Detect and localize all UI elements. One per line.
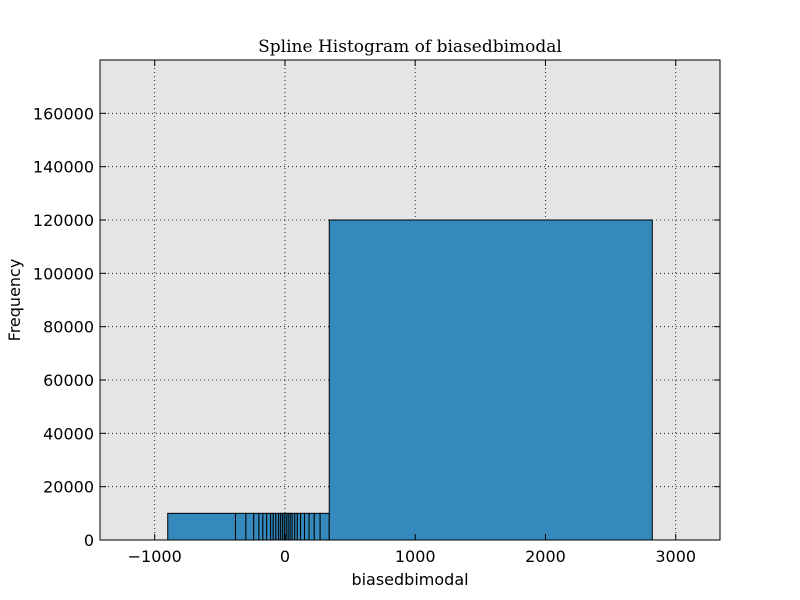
histogram-bar xyxy=(303,512,310,541)
x-tick-label: 1000 xyxy=(395,547,436,566)
x-tick-label: 3000 xyxy=(655,547,696,566)
histogram-bar xyxy=(167,512,236,541)
y-tick-label: 40000 xyxy=(43,424,94,443)
y-tick-label: 120000 xyxy=(33,211,94,230)
y-tick-label: 160000 xyxy=(33,104,94,123)
plot-frame xyxy=(99,59,721,541)
x-tick-labels: −1000 0 1000 2000 3000 xyxy=(128,547,696,566)
histogram-bar xyxy=(234,512,247,541)
x-tick-label: 0 xyxy=(280,547,290,566)
histogram-bar xyxy=(300,512,305,541)
x-tick-label: 2000 xyxy=(525,547,566,566)
histogram-bar xyxy=(262,512,268,541)
histogram-bar xyxy=(308,512,315,541)
y-tick-labels: 0 20000 40000 60000 80000 100000 120000 140000 1… xyxy=(33,104,94,550)
histogram-bars xyxy=(167,219,653,541)
x-tick-label: −1000 xyxy=(128,547,182,566)
y-tick-label: 140000 xyxy=(33,158,94,177)
y-tick-label: 100000 xyxy=(33,264,94,283)
histogram-bar xyxy=(328,219,653,541)
histogram-bar xyxy=(253,512,260,541)
axis-ticks xyxy=(100,60,720,541)
histogram-bar xyxy=(266,512,272,541)
histogram-bar xyxy=(245,512,255,541)
y-axis-label: Frequency xyxy=(5,259,24,342)
chart-title: Spline Histogram of biasedbimodal xyxy=(258,37,562,57)
histogram-bar xyxy=(258,512,264,541)
y-tick-label: 20000 xyxy=(43,478,94,497)
y-tick-label: 80000 xyxy=(43,318,94,337)
y-tick-label: 0 xyxy=(84,531,94,550)
histogram-bar xyxy=(319,512,330,541)
histogram-bar xyxy=(313,512,321,541)
y-tick-label: 60000 xyxy=(43,371,94,390)
x-axis-label: biasedbimodal xyxy=(351,570,468,589)
